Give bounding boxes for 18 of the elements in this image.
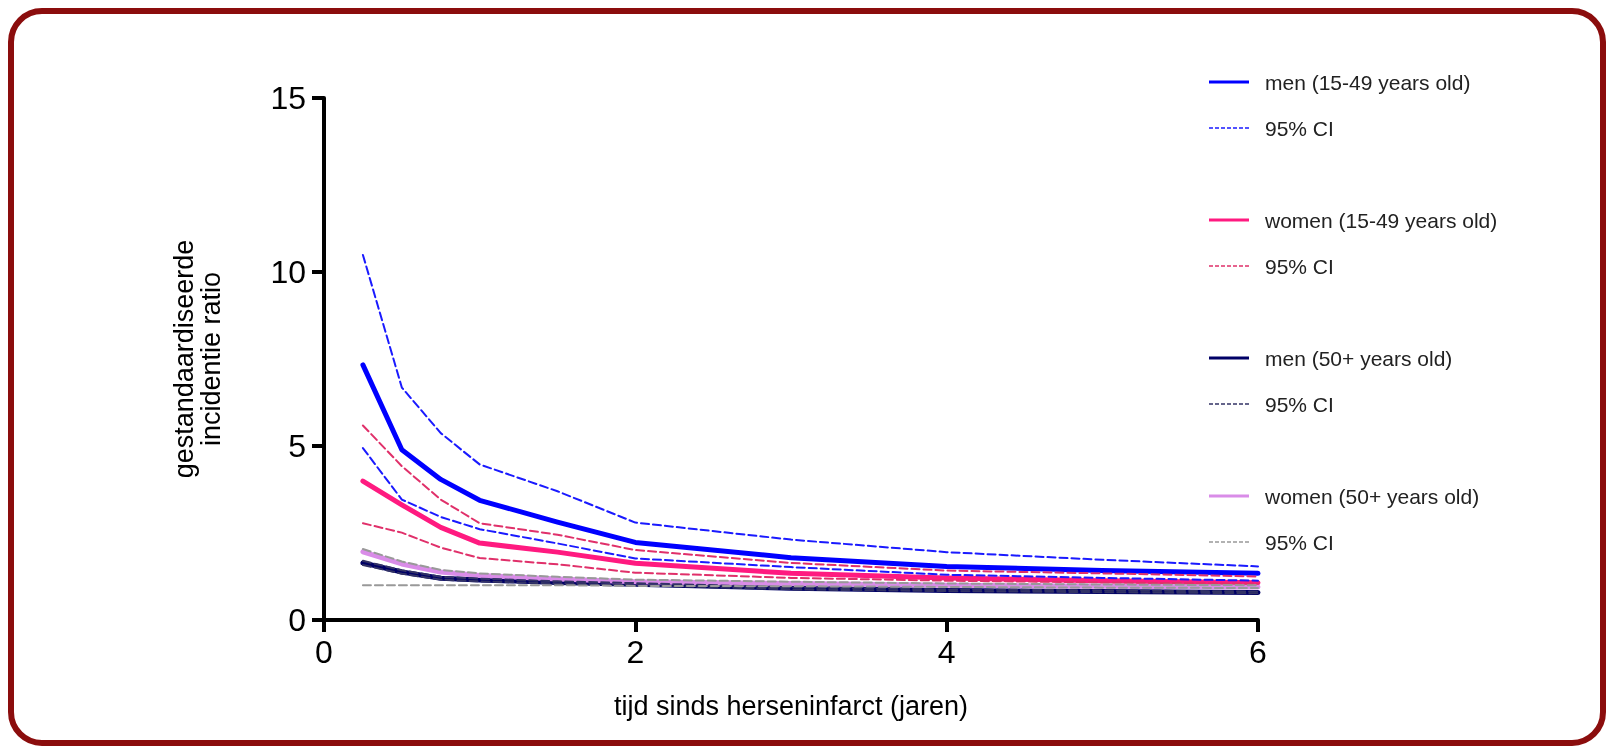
legend-label: men (15-49 years old) xyxy=(1265,70,1471,94)
y-tick-label: 0 xyxy=(288,602,306,638)
legend-label: men (50+ years old) xyxy=(1265,346,1453,370)
x-tick-label: 6 xyxy=(1249,634,1267,670)
x-tick-label: 4 xyxy=(937,634,956,670)
x-tick-label: 2 xyxy=(626,634,645,670)
legend-label: 95% CI xyxy=(1265,530,1334,554)
y-tick-label: 10 xyxy=(270,254,306,290)
y-axis-title: gestandaardiseerde incidentie ratio xyxy=(168,239,226,479)
legend-label: women (50+ years old) xyxy=(1264,484,1480,508)
legend-label: 95% CI xyxy=(1265,392,1334,416)
x-axis-title: tijd sinds herseninfarct (jaren) xyxy=(613,690,969,721)
y-tick-label: 5 xyxy=(288,428,306,464)
legend-label: 95% CI xyxy=(1265,254,1334,278)
x-tick-label: 0 xyxy=(315,634,333,670)
y-tick-label: 15 xyxy=(270,80,306,116)
legend-label: 95% CI xyxy=(1265,116,1334,140)
legend-label: women (15-49 years old) xyxy=(1264,208,1498,232)
